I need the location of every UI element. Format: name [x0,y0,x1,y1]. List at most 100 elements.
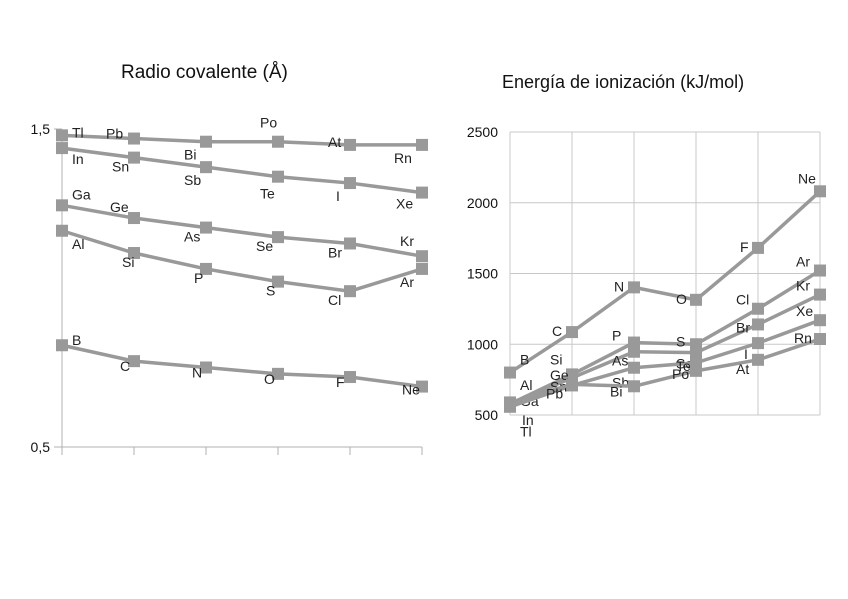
point-label: Rn [394,150,412,166]
point-label: O [676,291,687,307]
point-label: Po [672,366,689,382]
point-label: Tl [72,124,84,140]
point-label: N [614,278,624,294]
point-label: C [120,358,130,374]
point-label: Se [256,238,273,254]
data-point [272,231,284,244]
point-label: Pb [106,126,123,142]
point-label: N [192,365,202,381]
data-point [200,221,212,234]
data-point [628,345,640,358]
data-point [272,367,284,380]
data-point [628,361,640,374]
data-point [344,237,356,250]
chart-title-energia: Energía de ionización (kJ/mol) [502,72,745,92]
data-point [272,135,284,148]
point-label: F [740,239,749,255]
data-point [752,318,764,331]
point-label: Te [260,186,275,202]
data-point [566,378,578,391]
data-point [690,364,702,377]
data-point [200,361,212,374]
data-point [56,339,68,352]
data-point [272,170,284,183]
point-label: Br [736,319,750,335]
data-point [200,135,212,148]
data-point [752,241,764,254]
data-point [416,262,428,275]
point-label: Pb [546,385,563,401]
point-label: S [266,283,275,299]
series-line [509,269,821,406]
point-label: Sn [112,159,129,175]
point-label: At [328,134,341,150]
data-point [814,185,826,198]
point-label: Kr [796,278,810,294]
data-point [128,212,140,225]
point-label: I [336,188,340,204]
data-point [416,186,428,199]
point-label: Xe [396,196,413,212]
data-point [752,337,764,350]
data-point [814,314,826,327]
data-point [56,129,68,142]
data-point [814,288,826,301]
data-point [272,275,284,288]
data-point [566,326,578,339]
point-label: B [520,352,529,368]
y-tick-label: 1,5 [31,121,51,137]
point-label: Al [520,377,532,393]
point-label: Ge [550,367,569,383]
point-label: O [264,371,275,387]
point-label: P [194,270,203,286]
data-point [628,281,640,294]
y-tick-label: 2000 [467,195,498,211]
series-line [61,146,423,195]
point-label: P [612,328,621,344]
data-point [752,353,764,366]
point-label: Xe [796,303,813,319]
point-label: Si [122,254,134,270]
data-point [56,199,68,212]
point-label: Cl [736,292,749,308]
data-point [200,161,212,174]
chart-title-radio: Radio covalente (Å) [121,62,288,83]
point-label: Ne [402,382,420,398]
point-label: Te [676,358,691,374]
data-point [344,285,356,298]
point-label: I [744,346,748,362]
point-label: Sb [184,172,201,188]
data-point [628,336,640,349]
data-point [416,138,428,151]
data-point [128,247,140,260]
point-label: Ar [400,274,414,290]
data-point [416,250,428,263]
data-point [128,355,140,368]
point-label: F [336,374,345,390]
series-line [509,189,822,375]
y-tick-label: 1000 [467,336,498,352]
point-label: In [72,151,84,167]
point-label: Br [328,244,342,260]
series-line [509,337,821,405]
point-label: Tl [520,423,532,439]
point-label: In [522,412,534,428]
series-line [61,203,423,258]
point-label: Ar [796,254,810,270]
point-label: Bi [184,147,196,163]
series-line [509,293,821,406]
data-point [504,366,516,379]
point-label: As [612,353,628,369]
data-point [814,333,826,346]
data-point [504,396,516,409]
point-label: Cl [328,292,341,308]
data-point [56,142,68,155]
point-label: Kr [400,233,414,249]
data-point [344,371,356,384]
point-label: Ne [798,170,816,186]
point-label: C [552,323,562,339]
point-label: Ge [110,199,129,215]
data-point [690,293,702,306]
